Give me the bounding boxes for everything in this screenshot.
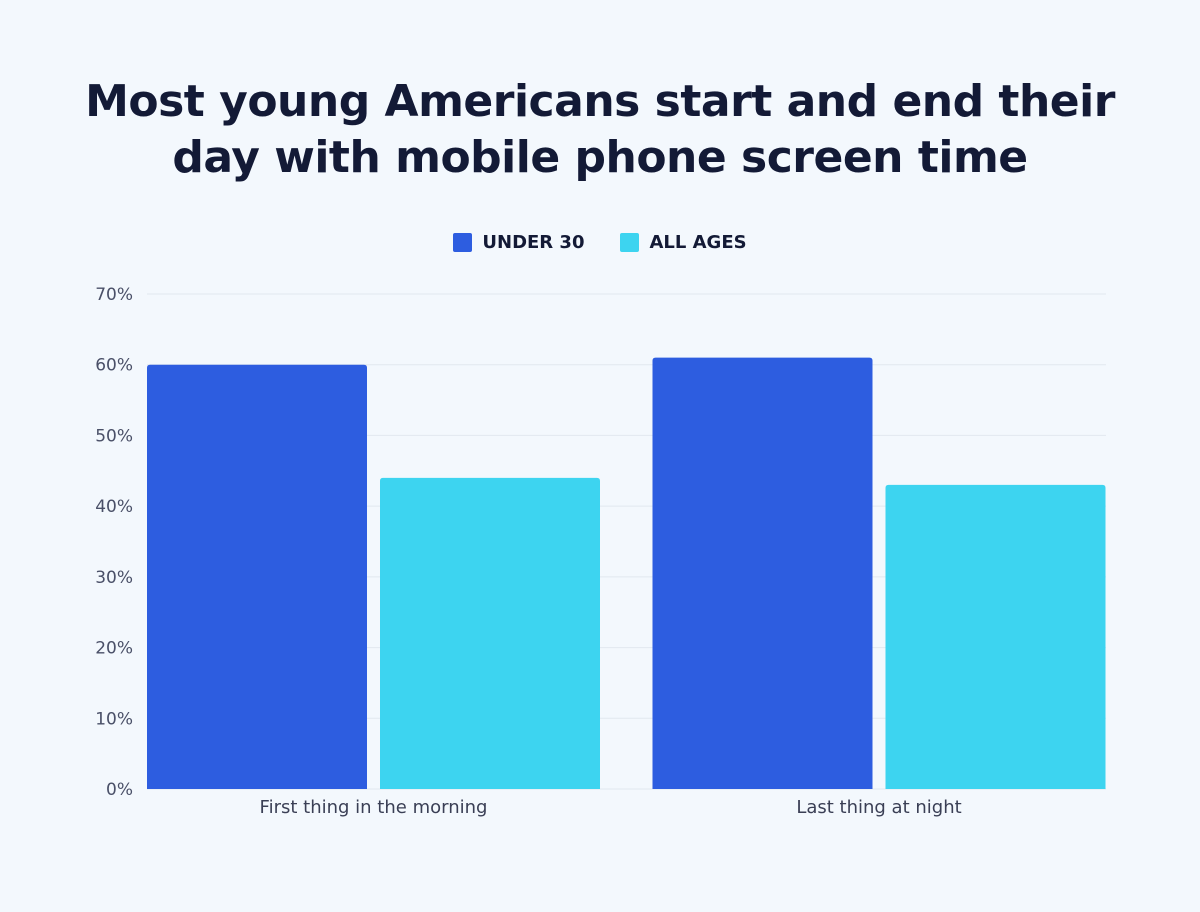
y-tick-label: 60% xyxy=(95,356,133,376)
y-tick-label: 40% xyxy=(95,497,133,517)
bar-under-30 xyxy=(147,364,367,789)
legend-label-under-30: UNDER 30 xyxy=(482,232,585,253)
y-tick-label: 30% xyxy=(95,568,133,588)
legend-label-all-ages: ALL AGES xyxy=(649,232,747,253)
bar-all-ages xyxy=(380,477,600,789)
title-line-2: day with mobile phone screen time xyxy=(172,132,1028,183)
x-category-label: First thing in the morning xyxy=(260,797,488,818)
title-line-1: Most young Americans start and end their xyxy=(85,76,1115,127)
legend-item-under-30: UNDER 30 xyxy=(453,232,584,253)
y-tick-label: 70% xyxy=(95,285,133,305)
x-category-label: Last thing at night xyxy=(796,797,961,818)
y-tick-label: 10% xyxy=(95,709,133,729)
y-tick-label: 0% xyxy=(106,780,133,800)
legend-swatch-all-ages xyxy=(620,233,640,252)
chart-title: Most young Americans start and end their… xyxy=(0,74,1200,186)
y-tick-label: 50% xyxy=(95,426,133,446)
legend-item-all-ages: ALL AGES xyxy=(620,232,747,253)
legend-swatch-under-30 xyxy=(453,233,473,252)
bar-under-30 xyxy=(652,357,873,789)
y-tick-label: 20% xyxy=(95,639,133,659)
legend: UNDER 30 ALL AGES xyxy=(0,232,1200,253)
bar-all-ages xyxy=(885,484,1106,789)
